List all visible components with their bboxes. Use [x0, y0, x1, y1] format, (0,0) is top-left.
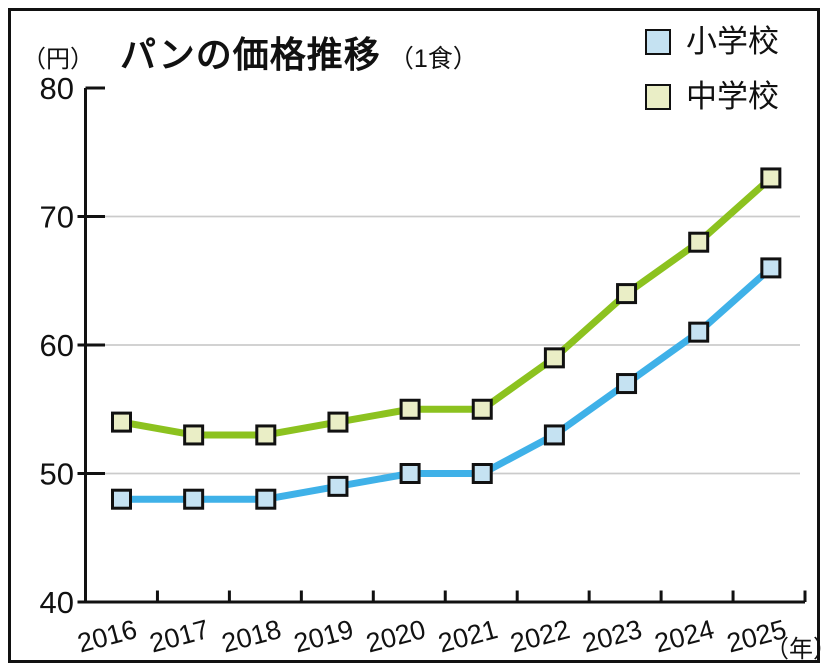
elementary-swatch-icon: [645, 28, 671, 55]
y-tick-label: 70: [40, 200, 74, 235]
legend-label-elementary: 小学校: [686, 24, 779, 59]
series-marker-elementary: [183, 488, 205, 510]
legend: 小学校 中学校: [645, 26, 779, 112]
series-marker-elementary: [688, 321, 710, 343]
y-tick-label: 40: [40, 585, 74, 620]
series-marker-elementary: [760, 257, 782, 279]
x-tick-label: 2018: [219, 614, 285, 659]
x-axis-unit-label: （年）: [765, 636, 830, 663]
series-line-elementary: [118, 264, 775, 503]
series-marker-junior-high: [471, 398, 493, 420]
series-marker-elementary: [255, 488, 277, 510]
series-marker-junior-high: [543, 347, 565, 369]
y-tick-label: 80: [40, 71, 74, 106]
x-tick-label: 2020: [363, 614, 429, 659]
series-marker-junior-high: [760, 167, 782, 189]
chart-title: パンの価格推移: [120, 34, 381, 75]
x-tick-label: 2022: [507, 614, 573, 659]
legend-label-junior-high: 中学校: [686, 79, 779, 114]
legend-item-junior-high: 中学校: [645, 81, 779, 112]
series-marker-junior-high: [255, 424, 277, 446]
series-marker-junior-high: [111, 411, 132, 433]
junior-high-swatch-icon: [645, 83, 671, 110]
chart-title-suffix: （1食）: [388, 45, 478, 73]
series-marker-junior-high: [399, 398, 421, 420]
series-marker-elementary: [111, 488, 132, 510]
x-tick-label: 2016: [74, 614, 140, 659]
series-marker-junior-high: [183, 424, 205, 446]
series-marker-elementary: [327, 475, 349, 497]
series-marker-elementary: [399, 463, 421, 484]
series-marker-elementary: [616, 373, 638, 395]
series-marker-junior-high: [327, 411, 349, 433]
y-tick-label: 50: [40, 457, 74, 492]
legend-item-elementary: 小学校: [645, 26, 779, 57]
y-tick-label: 60: [40, 328, 74, 363]
series-marker-elementary: [471, 463, 493, 484]
chart-header: （円） パンの価格推移 （1食）: [22, 26, 478, 78]
x-tick-label: 2021: [435, 614, 501, 659]
series-marker-elementary: [543, 424, 565, 446]
x-tick-label: 2024: [651, 614, 717, 659]
chart-outer-frame: [8, 8, 820, 663]
x-tick-label: 2019: [291, 614, 357, 659]
series-marker-junior-high: [688, 231, 710, 253]
y-axis-unit-label: （円）: [22, 46, 94, 73]
x-tick-label: 2017: [146, 614, 212, 659]
x-tick-label: 2023: [579, 614, 645, 659]
series-line-junior-high: [118, 174, 775, 439]
series-marker-junior-high: [616, 283, 638, 305]
